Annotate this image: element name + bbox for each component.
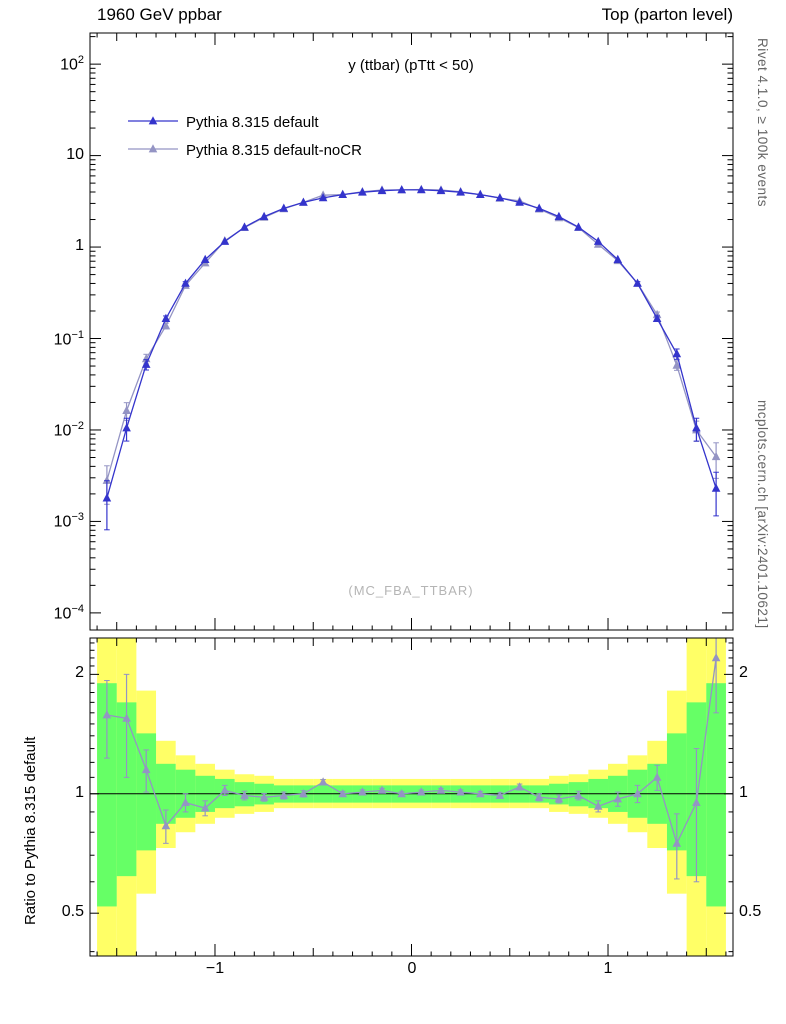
beam-energy-label: 1960 GeV ppbar xyxy=(97,5,222,24)
main-ytick-label: 102 xyxy=(60,54,84,74)
ratio-ytick-label-right: 0.5 xyxy=(739,903,762,920)
x-axis-tick-label: 0 xyxy=(407,960,417,977)
x-axis-tick-label: 1 xyxy=(603,960,613,977)
process-label: Top (parton level) xyxy=(601,5,733,24)
ratio-ytick-label-left: 0.5 xyxy=(61,903,84,920)
ratio-ytick-label-right: 1 xyxy=(739,784,748,801)
observable-title: y (ttbar) (pTtt < 50) xyxy=(348,57,474,74)
main-ytick-label: 1 xyxy=(75,237,84,254)
main-ytick-label: 10 xyxy=(66,146,84,163)
ratio-ytick-label-left: 2 xyxy=(75,664,84,681)
rivet-version-label: Rivet 4.1.0, ≥ 100k events xyxy=(755,38,770,207)
ratio-ytick-label-right: 2 xyxy=(739,664,748,681)
legend-entry-nocr: Pythia 8.315 default-noCR xyxy=(186,142,362,159)
ratio-ytick-label-left: 1 xyxy=(75,784,84,801)
x-axis-tick-label: −1 xyxy=(205,960,225,977)
main-ytick-label: 10−1 xyxy=(53,329,84,349)
ratio-axis-title: Ratio to Pythia 8.315 default xyxy=(22,736,39,925)
analysis-watermark: (MC_FBA_TTBAR) xyxy=(348,583,474,598)
main-ytick-label: 10−3 xyxy=(53,511,84,531)
main-ytick-label: 10−4 xyxy=(53,603,84,623)
main-ytick-label: 10−2 xyxy=(53,420,84,440)
mcplots-attribution-label: mcplots.cern.ch [arXiv:2401.10621] xyxy=(755,400,770,629)
legend-entry-default: Pythia 8.315 default xyxy=(186,114,319,131)
